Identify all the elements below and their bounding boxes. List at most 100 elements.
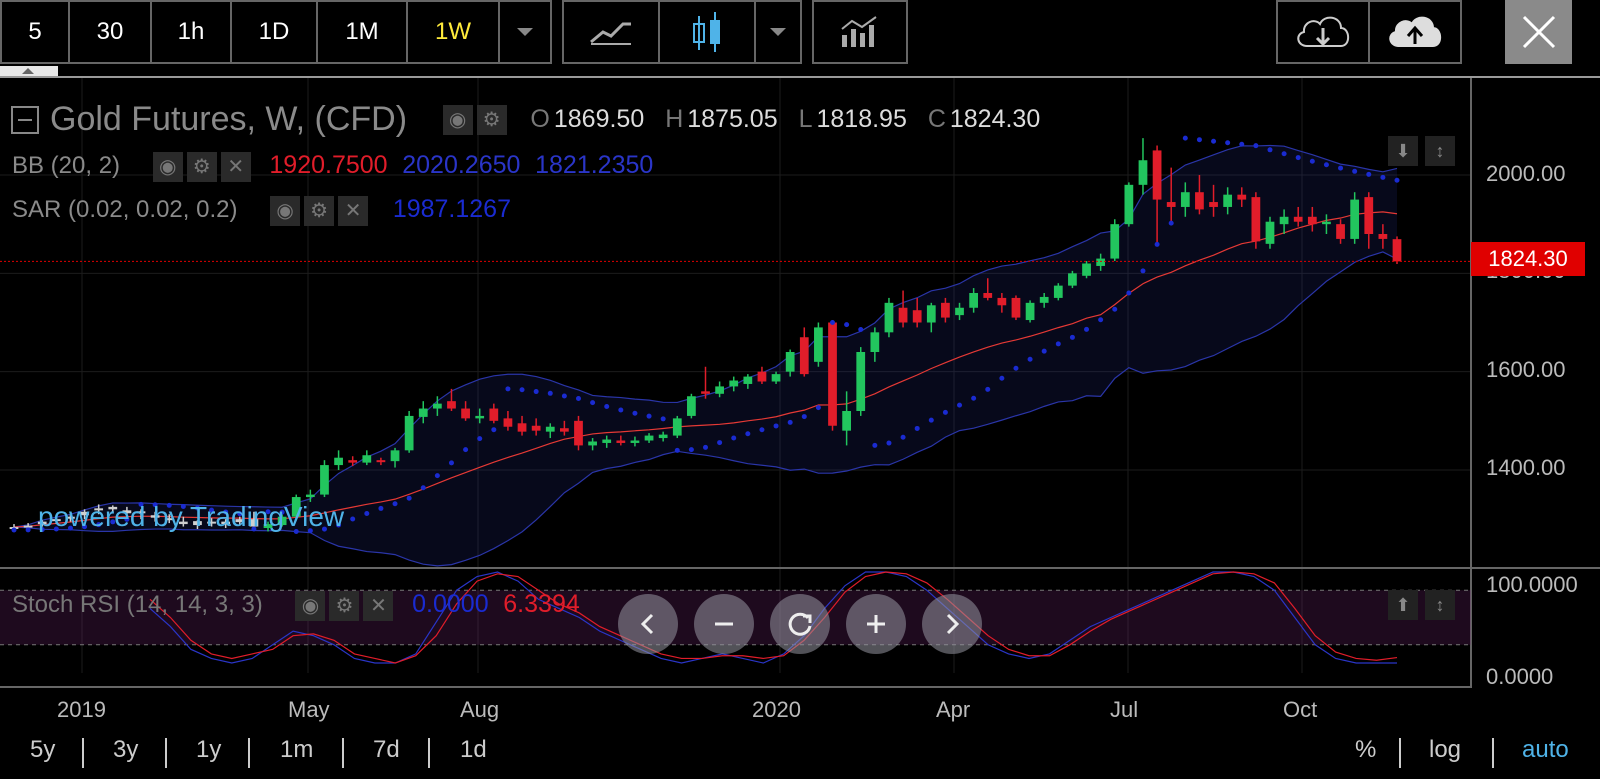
eye-icon[interactable]: ◉ [152,151,183,182]
interval-30-button[interactable]: 30 [68,0,152,64]
rsi-axis-label: 0.0000 [1486,664,1554,689]
candle-body [1279,216,1289,225]
reset-button[interactable] [770,594,830,654]
legend-main: Gold Futures, W, (CFD) ◉ ⚙ O 1869.50 H 1875… [10,100,1054,139]
candle-body [221,521,231,525]
chevron-left-icon [640,613,654,635]
candle-body [94,508,104,511]
sar-dot [688,447,694,453]
sar-dot [1027,356,1033,362]
sar-dot [180,503,186,509]
line-chart-button[interactable] [562,0,660,64]
candle-body [1251,197,1261,242]
interval-1h-button[interactable]: 1h [150,0,232,64]
candle-body [757,371,767,382]
sar-dot [1394,177,1400,183]
close-icon[interactable]: ✕ [338,195,369,226]
sar-dot [830,320,836,325]
sar-dot [279,509,285,515]
range-1d[interactable]: 1d [460,736,487,763]
close-icon[interactable]: ✕ [363,590,394,621]
ohlc-low-key: L [798,105,813,133]
sar-dot [265,509,271,515]
candle-body [715,386,724,394]
stoch-d-line [149,571,1398,664]
candle-body [37,521,47,525]
candle-body [164,518,174,521]
sar-dot [1013,365,1019,371]
sar-dot [110,519,116,525]
pane-expand-button[interactable]: ↕ [1425,590,1455,620]
sar-dot [886,440,892,446]
candle-body [475,415,485,419]
cloud-download-button[interactable] [1276,0,1370,64]
interval-1m-button[interactable]: 1M [316,0,408,64]
ohlc-close: 1824.30 [949,105,1041,133]
candle-body [602,439,612,443]
scale-log-button[interactable]: log [1429,736,1462,763]
sar-dot [39,527,45,533]
indicators-button[interactable] [812,0,908,64]
sar-dot [491,427,497,433]
chart-type-dropdown-button[interactable] [754,0,802,64]
zoom-in-button[interactable] [846,594,906,654]
gear-icon[interactable]: ⚙ [329,590,360,621]
tradingview-watermark[interactable]: powered by TradingView [38,501,345,532]
sar-dot [364,510,370,516]
range-1m[interactable]: 1m [280,736,314,763]
sar-dot [293,528,299,534]
scroll-left-button[interactable] [618,594,678,654]
sar-dot [858,326,864,332]
sar-dot [1084,326,1090,332]
gear-icon[interactable]: ⚙ [304,195,335,226]
gear-icon[interactable]: ⚙ [186,151,217,182]
gear-icon[interactable]: ⚙ [476,104,507,135]
pane-down-button[interactable]: ⬇ [1388,136,1418,166]
range-5y[interactable]: 5y [30,736,56,763]
candle-body [1138,160,1148,185]
candle-body [644,435,654,441]
candlestick-chart-button[interactable] [658,0,756,64]
pane-expand-button[interactable]: ↕ [1425,136,1455,166]
sar-dot [1154,241,1160,247]
close-icon[interactable]: ✕ [220,151,251,182]
pane-up-button[interactable]: ⬆ [1388,590,1418,620]
interval-5-button[interactable]: 5 [0,0,70,64]
range-7d[interactable]: 7d [373,736,400,763]
scale-percent-button[interactable]: % [1355,736,1377,763]
interval-1w-button[interactable]: 1W [406,0,500,64]
toolbar-scroll-indicator[interactable] [0,66,58,76]
cloud-upload-button[interactable] [1368,0,1462,64]
close-button[interactable] [1505,0,1572,64]
zoom-out-button[interactable] [694,594,754,654]
sar-dot [1267,147,1273,153]
eye-icon[interactable]: ◉ [270,195,301,226]
symbol-title: Gold Futures, W, (CFD) [50,100,408,138]
close-icon [1522,15,1555,49]
sar-dot [844,322,850,328]
scroll-right-button[interactable] [922,594,982,654]
candle-body [461,408,470,419]
sar-dot [575,396,581,402]
sar-dot [1380,174,1386,180]
range-3y[interactable]: 3y [113,736,139,763]
candle-body [1392,239,1402,262]
candle-body [432,403,442,409]
range-1y[interactable]: 1y [196,736,222,763]
price-chart[interactable] [0,78,1600,688]
sar-dot [223,509,229,515]
scale-auto-button[interactable]: auto [1522,736,1569,763]
candle-body [771,374,781,382]
interval-1d-button[interactable]: 1D [230,0,318,64]
candle-body [418,408,428,417]
candle-body [193,521,202,526]
eye-icon[interactable]: ◉ [295,590,326,621]
eye-icon[interactable]: ◉ [442,104,473,135]
sar-dot [745,431,751,437]
interval-dropdown-button[interactable] [498,0,552,64]
collapse-icon[interactable] [10,105,40,135]
candle-body [249,519,259,527]
candle-body [66,516,75,519]
candle-body [941,302,950,318]
sar-dot [1225,140,1231,146]
